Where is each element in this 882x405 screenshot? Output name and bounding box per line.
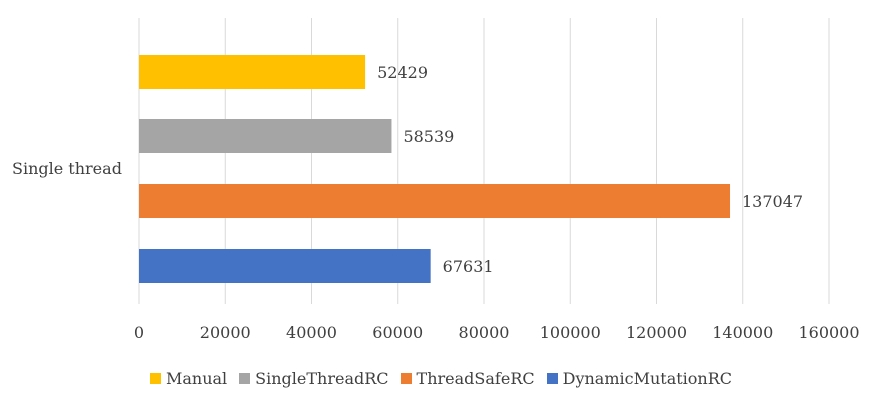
x-tick-label-100000: 100000 xyxy=(540,323,601,342)
x-tick-label-60000: 60000 xyxy=(372,323,423,342)
x-tick-label-40000: 40000 xyxy=(286,323,337,342)
legend-swatch-singlethreadrc xyxy=(239,372,251,384)
bars xyxy=(139,55,731,283)
legend: Manual SingleThreadRC ThreadSafeRC Dynam… xyxy=(0,366,882,390)
data-label-manual: 52429 xyxy=(377,63,428,82)
legend-label-singlethreadrc: SingleThreadRC xyxy=(255,368,389,388)
legend-label-threadsaferc: ThreadSafeRC xyxy=(416,368,535,388)
data-label-threadsaferc: 137047 xyxy=(742,192,803,211)
data-label-dynamicmutationrc: 67631 xyxy=(443,257,494,276)
bar-singlethreadrc xyxy=(139,119,392,153)
legend-item-dynamicmutationrc: DynamicMutationRC xyxy=(546,368,732,388)
legend-item-threadsaferc: ThreadSafeRC xyxy=(400,368,535,388)
x-tick-labels: 0 20000 40000 60000 80000 100000 120000 140000 1… xyxy=(134,323,860,342)
x-tick-label-0: 0 xyxy=(134,323,144,342)
legend-swatch-dynamicmutationrc xyxy=(546,372,558,384)
bar-manual xyxy=(139,55,366,89)
legend-label-dynamicmutationrc: DynamicMutationRC xyxy=(562,368,732,388)
category-label: Single thread xyxy=(12,159,122,178)
bar-dynamicmutationrc xyxy=(139,249,431,283)
x-tick-label-80000: 80000 xyxy=(459,323,510,342)
bar-threadsaferc xyxy=(139,184,731,218)
legend-swatch-threadsaferc xyxy=(400,372,412,384)
x-tick-label-160000: 160000 xyxy=(798,323,859,342)
legend-label-manual: Manual xyxy=(165,368,228,388)
data-labels: 52429 58539 137047 67631 xyxy=(377,63,803,276)
legend-swatch-manual xyxy=(149,372,161,384)
legend-item-manual: Manual xyxy=(149,368,228,388)
chart: 52429 58539 137047 67631 0 20000 40000 60000 80… xyxy=(12,18,860,342)
x-tick-label-20000: 20000 xyxy=(200,323,251,342)
x-tick-label-140000: 140000 xyxy=(712,323,773,342)
legend-item-singlethreadrc: SingleThreadRC xyxy=(239,368,389,388)
x-tick-label-120000: 120000 xyxy=(626,323,687,342)
data-label-singlethreadrc: 58539 xyxy=(403,127,454,146)
